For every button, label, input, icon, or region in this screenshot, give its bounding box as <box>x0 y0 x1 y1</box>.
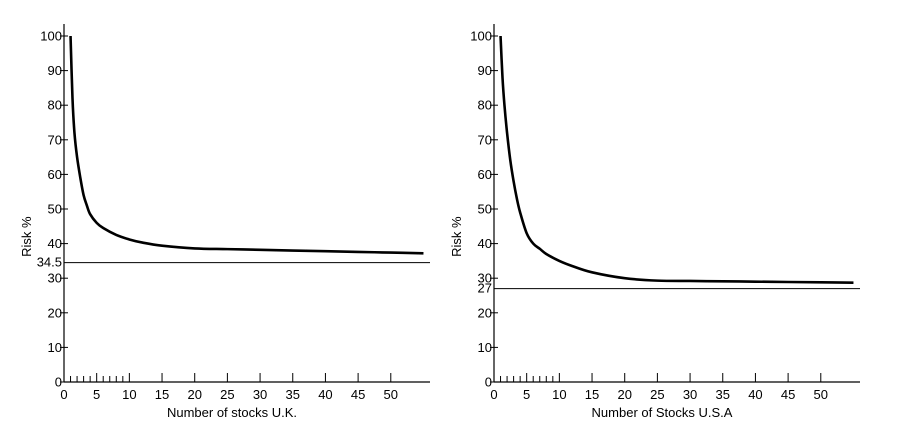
reference-line-label: 34.5 <box>37 255 62 270</box>
y-tick-label: 60 <box>478 167 492 182</box>
y-tick-label: 60 <box>48 167 62 182</box>
x-tick-label: 35 <box>286 387 300 402</box>
y-tick-label: 100 <box>40 29 62 44</box>
x-tick-label: 25 <box>220 387 234 402</box>
y-tick-label: 20 <box>478 305 492 320</box>
y-tick-label: 0 <box>485 375 492 390</box>
x-tick-label: 0 <box>490 387 497 402</box>
y-tick-label: 30 <box>48 271 62 286</box>
y-tick-label: 30 <box>478 271 492 286</box>
x-tick-label: 40 <box>748 387 762 402</box>
x-tick-label: 35 <box>716 387 730 402</box>
y-tick-label: 10 <box>48 340 62 355</box>
x-tick-label: 50 <box>814 387 828 402</box>
x-axis-title: Number of Stocks U.S.A <box>592 405 733 420</box>
y-tick-label: 70 <box>48 132 62 147</box>
risk-curve <box>69 35 424 255</box>
y-tick-label: 20 <box>48 305 62 320</box>
x-axis-title: Number of stocks U.K. <box>167 405 297 420</box>
y-tick-label: 10 <box>478 340 492 355</box>
chart-uk: 0 10 20 30 40 50 60 70 80 90 100 0 5 10 15 20 25 30 35 40 45… <box>19 24 430 420</box>
x-tick-label: 40 <box>318 387 332 402</box>
x-tick-label: 45 <box>351 387 365 402</box>
x-tick-label: 45 <box>781 387 795 402</box>
y-axis-title: Risk % <box>19 216 34 257</box>
y-tick-label: 50 <box>48 202 62 217</box>
y-tick-label: 80 <box>48 98 62 113</box>
x-tick-label: 30 <box>683 387 697 402</box>
x-tick-label: 10 <box>122 387 136 402</box>
y-tick-label: 50 <box>478 202 492 217</box>
reference-line-label: 27 <box>478 281 492 296</box>
chart-usa: 0 10 20 30 40 50 60 70 80 90 100 0 5 10 15 20 25 30 35 40 45… <box>449 24 860 420</box>
x-tick-label: 25 <box>650 387 664 402</box>
x-tick-label: 20 <box>617 387 631 402</box>
y-tick-label: 100 <box>470 29 492 44</box>
x-tick-label: 5 <box>523 387 530 402</box>
y-tick-label: 80 <box>478 98 492 113</box>
x-tick-label: 30 <box>253 387 267 402</box>
x-tick-label: 15 <box>155 387 169 402</box>
x-tick-label: 10 <box>552 387 566 402</box>
x-tick-label: 20 <box>187 387 201 402</box>
y-tick-label: 0 <box>55 375 62 390</box>
y-axis-title: Risk % <box>449 216 464 257</box>
x-tick-label: 15 <box>585 387 599 402</box>
y-tick-label: 70 <box>478 132 492 147</box>
y-tick-label: 40 <box>478 236 492 251</box>
x-tick-label: 5 <box>93 387 100 402</box>
y-tick-label: 40 <box>48 236 62 251</box>
y-tick-label: 90 <box>48 63 62 78</box>
x-tick-label: 0 <box>60 387 67 402</box>
x-tick-label: 50 <box>384 387 398 402</box>
y-tick-label: 90 <box>478 63 492 78</box>
risk-curve <box>499 35 854 284</box>
